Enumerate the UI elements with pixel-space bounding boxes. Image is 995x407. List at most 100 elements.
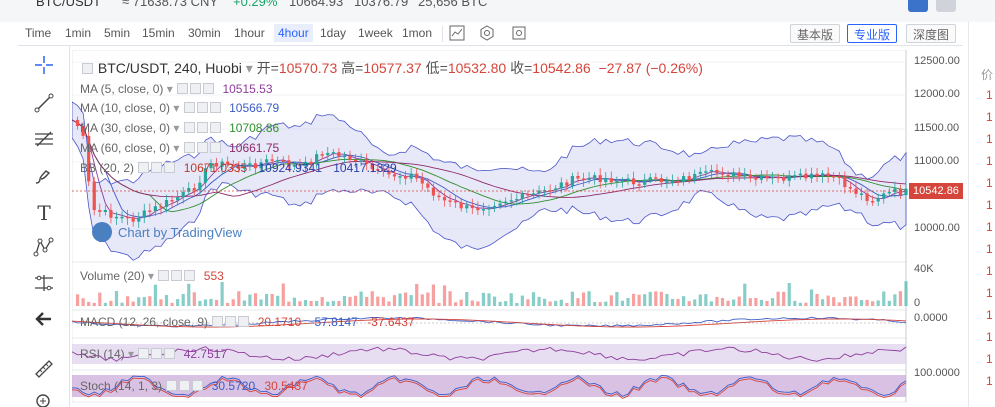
eye-icon[interactable] xyxy=(183,142,195,153)
settings-icon[interactable] xyxy=(179,380,191,391)
price-chart[interactable]: BTC/USDT, 240, Huobi ▾ 开=10570.73 高=1057… xyxy=(72,50,966,407)
tf-1day[interactable]: 1day xyxy=(320,26,347,40)
close-icon[interactable] xyxy=(164,162,176,173)
ruler-icon[interactable] xyxy=(32,358,56,382)
ma60-legend[interactable]: MA (60, close, 0) ▾ 10661.75 xyxy=(80,141,279,155)
tf-1hour[interactable]: 1hour xyxy=(234,26,265,40)
trend-line-icon[interactable] xyxy=(32,92,56,116)
eye-icon[interactable] xyxy=(212,316,224,327)
pattern-tool-icon[interactable] xyxy=(32,236,56,260)
depth-chart-button[interactable]: 深度图 xyxy=(906,24,957,43)
settings-icon[interactable] xyxy=(196,122,208,133)
stoch-legend[interactable]: Stoch (14, 1, 3) 30.5720 30.5437 xyxy=(80,379,308,393)
settings-icon[interactable] xyxy=(190,83,202,94)
text-tool-icon[interactable]: T xyxy=(37,201,51,225)
eye-icon[interactable] xyxy=(158,270,170,281)
pro-view-button[interactable]: 专业版 xyxy=(847,24,898,43)
tf-1min[interactable]: 1min xyxy=(65,26,92,40)
candle-body xyxy=(87,135,91,182)
volume-bar xyxy=(643,294,647,306)
chevron-down-icon[interactable]: ▾ xyxy=(148,269,155,283)
volume-bar xyxy=(826,295,830,306)
volume-bar xyxy=(515,302,519,306)
tf-1week[interactable]: 1week xyxy=(358,26,393,40)
chevron-down-icon[interactable]: ▾ xyxy=(166,82,173,96)
candle-body xyxy=(181,191,185,198)
ma5-legend[interactable]: MA (5, close, 0) ▾ 10515.53 xyxy=(80,82,273,96)
more-icon[interactable] xyxy=(936,0,956,12)
back-arrow-icon[interactable] xyxy=(32,308,56,332)
volume-bar xyxy=(898,291,903,306)
chevron-down-icon[interactable]: ▾ xyxy=(245,60,253,76)
eye-icon[interactable] xyxy=(177,83,189,94)
fib-tool-icon[interactable] xyxy=(32,128,56,152)
tradingview-watermark[interactable]: Chart by TradingView xyxy=(92,222,242,242)
tf-1mon[interactable]: 1mon xyxy=(402,26,433,40)
macd-line-value: -57.8147 xyxy=(310,315,358,329)
eye-icon[interactable] xyxy=(138,162,150,173)
candle-body xyxy=(648,177,652,180)
close-icon[interactable] xyxy=(209,102,221,113)
settings-icon[interactable] xyxy=(196,142,208,153)
settings-icon[interactable] xyxy=(225,316,237,327)
candle-body xyxy=(281,160,285,162)
candle-body xyxy=(376,169,380,171)
bb-legend[interactable]: BB (20, 2) 10671.0335 10924.9341 10417.1… xyxy=(80,161,397,175)
screenshot-icon[interactable] xyxy=(510,25,528,43)
chevron-down-icon[interactable]: ▾ xyxy=(128,347,135,361)
rsi-legend[interactable]: RSI (14) ▾ 42.7517 xyxy=(80,347,227,361)
collapse-icon[interactable] xyxy=(82,63,93,74)
close-icon[interactable] xyxy=(203,83,215,94)
candle-body xyxy=(370,164,374,170)
candle-body xyxy=(654,177,658,179)
tf-15min[interactable]: 15min xyxy=(142,26,175,40)
volume-bar xyxy=(114,291,119,306)
eye-icon[interactable] xyxy=(183,122,195,133)
crosshair-icon[interactable] xyxy=(32,54,56,78)
tf-5min[interactable]: 5min xyxy=(104,26,131,40)
measure-icon[interactable] xyxy=(32,272,56,296)
order-book-price: 1 xyxy=(986,220,993,234)
settings-icon[interactable] xyxy=(196,102,208,113)
settings-icon[interactable] xyxy=(171,270,183,281)
volume-bar xyxy=(170,302,174,306)
tf-4hour[interactable]: 4hour xyxy=(274,24,313,42)
eye-icon[interactable] xyxy=(138,348,150,359)
tf-30min[interactable]: 30min xyxy=(188,26,221,40)
candle-body xyxy=(392,174,397,177)
close-icon[interactable] xyxy=(209,122,221,133)
chevron-down-icon[interactable]: ▾ xyxy=(173,141,180,155)
star-icon[interactable] xyxy=(908,0,928,12)
settings-icon[interactable] xyxy=(151,348,163,359)
candle-body xyxy=(404,176,408,179)
ma30-legend[interactable]: MA (30, close, 0) ▾ 10708.86 xyxy=(80,121,279,135)
indicator-icon[interactable] xyxy=(448,25,466,43)
candle-body xyxy=(359,160,363,162)
chart-canvas[interactable] xyxy=(72,50,966,407)
tf-time[interactable]: Time xyxy=(25,26,52,40)
candle-body xyxy=(620,180,625,182)
eye-icon[interactable] xyxy=(183,102,195,113)
close-icon[interactable] xyxy=(164,348,176,359)
zoom-in-icon[interactable] xyxy=(32,391,56,407)
chevron-down-icon[interactable]: ▾ xyxy=(173,121,180,135)
close-icon[interactable] xyxy=(238,316,250,327)
close-icon[interactable] xyxy=(184,270,196,281)
close-icon[interactable] xyxy=(209,142,221,153)
ma10-legend[interactable]: MA (10, close, 0) ▾ 10566.79 xyxy=(80,101,279,115)
brush-icon[interactable] xyxy=(32,165,56,189)
volume-legend[interactable]: Volume (20) ▾ 553 xyxy=(80,269,224,283)
chevron-down-icon[interactable]: ▾ xyxy=(173,101,180,115)
settings-icon[interactable] xyxy=(151,162,163,173)
candle-body xyxy=(515,198,519,201)
volume-bar xyxy=(298,301,302,306)
volume-bar xyxy=(720,297,725,306)
settings-icon[interactable] xyxy=(478,25,496,43)
ticker-pair: BTC/USDT xyxy=(36,0,101,9)
basic-view-button[interactable]: 基本版 xyxy=(790,24,841,43)
volume-bar xyxy=(320,297,324,306)
eye-icon[interactable] xyxy=(166,380,178,391)
volume-bar xyxy=(176,299,180,306)
close-icon[interactable] xyxy=(192,380,204,391)
macd-legend[interactable]: MACD (12, 26, close, 9) 20.1710 -57.8147… xyxy=(80,315,415,329)
